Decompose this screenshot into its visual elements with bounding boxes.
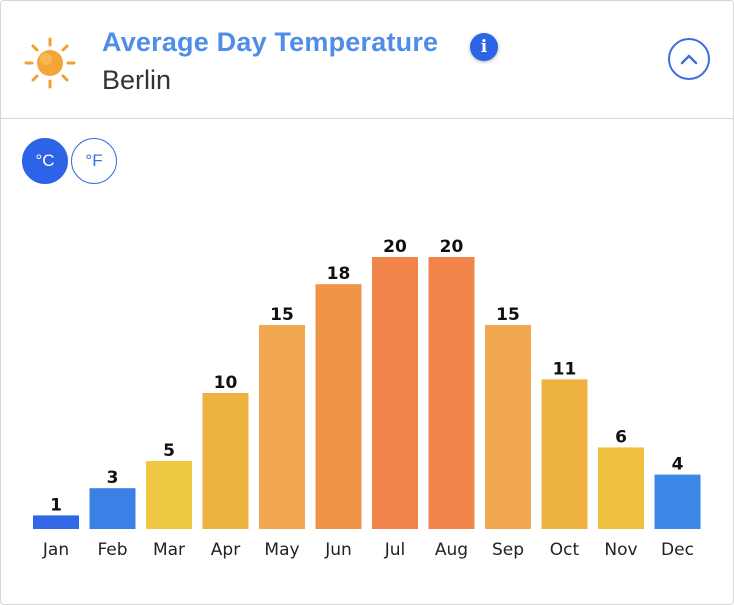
value-label-mar: 5: [163, 441, 175, 461]
collapse-button[interactable]: [668, 38, 710, 80]
month-label-mar: Mar: [153, 540, 185, 560]
info-icon[interactable]: i: [470, 33, 498, 61]
bar-sep[interactable]: [485, 325, 531, 529]
bar-aug[interactable]: [428, 257, 475, 529]
month-label-jan: Jan: [42, 540, 69, 560]
value-label-jul: 20: [383, 237, 407, 257]
value-label-apr: 10: [214, 373, 238, 393]
month-label-aug: Aug: [435, 540, 468, 560]
bar-feb[interactable]: [89, 488, 136, 529]
page-title: Average Day Temperature: [102, 27, 439, 57]
value-label-jun: 18: [327, 264, 351, 284]
bar-jun[interactable]: [315, 284, 362, 529]
temperature-bar-chart: 1 Jan 3 Feb 5 Mar 10 Apr 15 May 18 Jun 20 Jul 20 Aug 15 S…: [33, 237, 701, 560]
value-label-dec: 4: [672, 455, 684, 475]
bar-mar[interactable]: [146, 461, 192, 529]
month-label-apr: Apr: [211, 540, 240, 560]
month-label-nov: Nov: [604, 540, 637, 560]
city-name: Berlin: [102, 65, 172, 95]
month-label-feb: Feb: [97, 540, 127, 560]
value-label-sep: 15: [496, 305, 520, 325]
month-label-dec: Dec: [661, 540, 694, 560]
bar-may[interactable]: [259, 325, 305, 529]
month-label-may: May: [264, 540, 299, 560]
bar-dec[interactable]: [654, 474, 701, 529]
month-label-oct: Oct: [550, 540, 580, 560]
bar-oct[interactable]: [541, 379, 588, 529]
bar-jul[interactable]: [372, 257, 418, 529]
value-label-feb: 3: [107, 468, 119, 488]
bar-jan[interactable]: [33, 515, 79, 529]
value-label-nov: 6: [615, 427, 627, 447]
bar-nov[interactable]: [598, 447, 644, 529]
month-label-jun: Jun: [324, 540, 352, 560]
sun-icon: [24, 37, 76, 89]
month-label-sep: Sep: [492, 540, 524, 560]
bar-apr[interactable]: [202, 393, 249, 529]
month-label-jul: Jul: [384, 540, 406, 560]
card-header: Average Day Temperature Berlin i: [1, 1, 733, 119]
value-label-may: 15: [270, 305, 294, 325]
chevron-up-icon: [680, 54, 698, 65]
value-label-oct: 11: [553, 359, 577, 379]
value-label-jan: 1: [50, 495, 62, 515]
fahrenheit-toggle[interactable]: °F: [71, 138, 117, 184]
value-label-aug: 20: [440, 237, 464, 257]
celsius-toggle[interactable]: °C: [22, 138, 68, 184]
